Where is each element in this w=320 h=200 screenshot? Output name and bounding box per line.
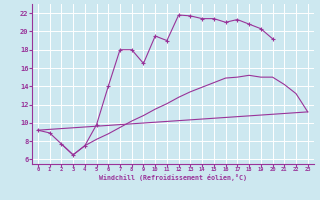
X-axis label: Windchill (Refroidissement éolien,°C): Windchill (Refroidissement éolien,°C) <box>99 174 247 181</box>
